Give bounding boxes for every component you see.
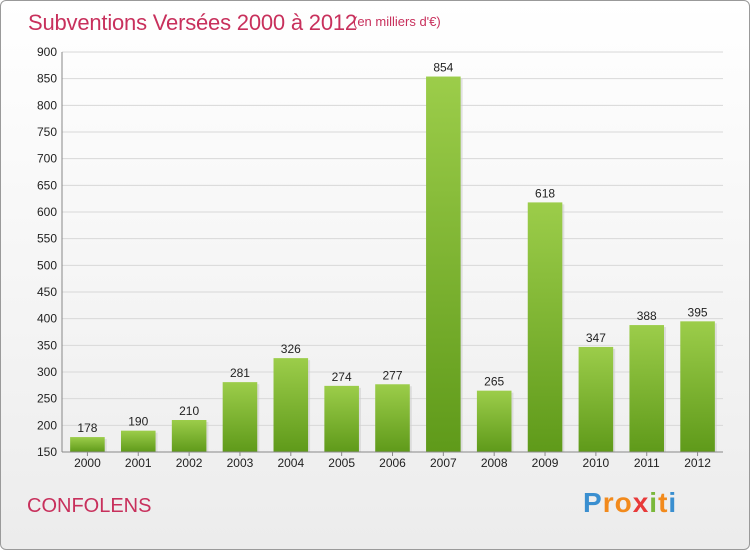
logo-letter: o	[614, 487, 633, 518]
logo-letter: i	[668, 487, 678, 518]
bars: 178 190 210 281 326 274 277 854 265 618 347 388 395	[70, 61, 717, 453]
y-tick-label: 650	[37, 178, 57, 192]
y-tick-label: 500	[37, 258, 57, 272]
y-tick-label: 350	[37, 338, 57, 352]
y-tick-label: 900	[37, 45, 57, 59]
bar	[578, 346, 614, 452]
proxiti-logo: Proxiti	[583, 487, 677, 519]
y-tick-label: 800	[37, 98, 57, 112]
y-tick-label: 550	[37, 232, 57, 246]
bar	[375, 384, 410, 452]
city-name: CONFOLENS	[27, 495, 152, 517]
x-tick-label: 2012	[684, 456, 711, 470]
logo-letter: x	[632, 487, 650, 518]
x-tick-label: 2000	[74, 456, 101, 470]
bar	[324, 385, 359, 452]
x-tick-label: 2007	[430, 456, 457, 470]
bar-value-label: 274	[332, 370, 352, 384]
bar-value-label: 854	[433, 61, 453, 75]
y-tick-label: 400	[37, 312, 57, 326]
x-tick-label: 2002	[176, 456, 203, 470]
bar	[476, 390, 512, 452]
bar-value-label: 265	[484, 375, 504, 389]
x-tick-label: 2009	[532, 456, 559, 470]
x-tick-label: 2008	[481, 456, 508, 470]
logo-letter: r	[602, 487, 615, 518]
bar-value-label: 277	[382, 368, 402, 382]
bar	[426, 76, 461, 453]
y-tick-label: 200	[37, 418, 57, 432]
axes: 150 200 250 300 350 400 450 500 550 600 650 700 750 8…	[37, 45, 723, 470]
y-tick-label: 150	[37, 445, 57, 459]
bar	[680, 321, 715, 452]
bar-value-label: 326	[281, 342, 301, 356]
bar	[222, 382, 258, 452]
bar	[527, 202, 563, 452]
bar-value-label: 210	[179, 404, 199, 418]
y-tick-label: 700	[37, 152, 57, 166]
x-tick-label: 2004	[277, 456, 304, 470]
bar-value-label: 618	[535, 186, 555, 200]
y-tick-label: 850	[37, 72, 57, 86]
bar-value-label: 190	[128, 415, 148, 429]
x-tick-label: 2005	[328, 456, 355, 470]
bar	[629, 325, 665, 452]
bar-value-label: 281	[230, 366, 250, 380]
x-tick-label: 2006	[379, 456, 406, 470]
y-tick-label: 450	[37, 285, 57, 299]
logo-letter: i	[649, 487, 659, 518]
chart-subtitle: (en milliers d'€)	[353, 14, 441, 29]
bar-value-label: 178	[77, 421, 97, 435]
y-tick-label: 300	[37, 365, 57, 379]
bar	[273, 358, 309, 452]
bar	[70, 437, 105, 452]
x-tick-label: 2001	[125, 456, 152, 470]
x-tick-label: 2011	[634, 456, 660, 470]
y-tick-label: 250	[37, 392, 57, 406]
bar-value-label: 388	[637, 309, 657, 323]
bar-value-label: 347	[586, 331, 606, 345]
logo-letter: t	[658, 487, 669, 518]
y-tick-label: 750	[37, 125, 57, 139]
bar-value-label: 395	[688, 305, 708, 319]
logo-letter: P	[583, 487, 603, 518]
x-tick-label: 2003	[227, 456, 254, 470]
x-tick-label: 2010	[583, 456, 610, 470]
bar	[120, 430, 156, 452]
bar	[171, 420, 207, 452]
chart-title: Subventions Versées 2000 à 2012	[28, 10, 357, 35]
y-tick-label: 600	[37, 205, 57, 219]
